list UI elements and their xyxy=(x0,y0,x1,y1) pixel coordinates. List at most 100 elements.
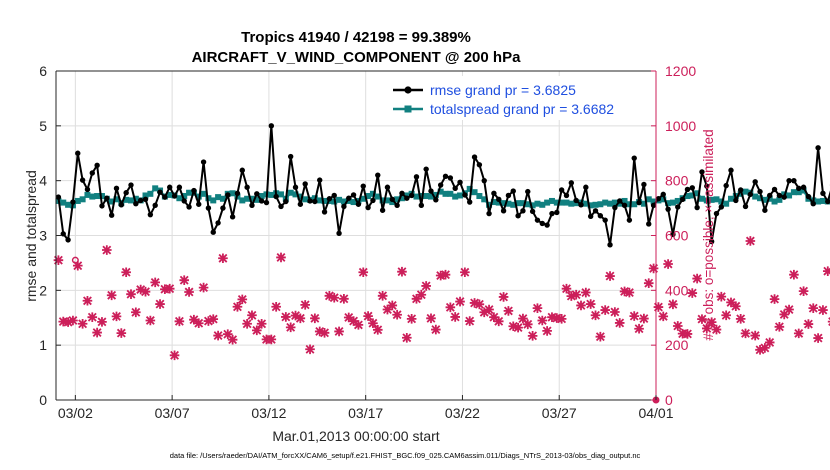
obs-assimilated-marker xyxy=(450,312,460,322)
obs-assimilated-marker xyxy=(672,321,683,331)
obs-assimilated-marker xyxy=(106,290,117,301)
rmse-point xyxy=(737,187,744,193)
rmse-point xyxy=(278,203,284,210)
obs-assimilated-marker xyxy=(455,296,465,307)
obs-assimilated-marker xyxy=(697,314,707,324)
obs-assimilated-marker xyxy=(329,292,340,303)
y-tick-left-label: 2 xyxy=(39,282,47,298)
y-tick-right-label: 1000 xyxy=(665,118,696,134)
y-tick-left-label: 5 xyxy=(39,118,47,134)
obs-assimilated-marker xyxy=(687,288,698,298)
totalspread-point xyxy=(524,201,531,208)
obs-assimilated-marker xyxy=(503,306,514,316)
obs-assimilated-marker xyxy=(479,307,490,318)
totalspread-point xyxy=(432,191,439,198)
totalspread-point xyxy=(544,199,551,206)
rmse-point xyxy=(496,196,502,203)
rmse-point xyxy=(776,192,783,199)
totalspread-point xyxy=(752,193,759,200)
totalspread-point xyxy=(253,196,260,203)
x-tick-label: 03/27 xyxy=(542,405,577,421)
rmse-point xyxy=(573,197,579,204)
totalspread-point xyxy=(815,198,822,205)
totalspread-point xyxy=(200,190,207,197)
rmse-point xyxy=(805,193,812,200)
rmse-point xyxy=(520,208,526,214)
obs-assimilated-marker xyxy=(745,236,756,246)
obs-possible-marker xyxy=(71,256,79,264)
rmse-point xyxy=(655,196,662,202)
rmse-point xyxy=(365,204,371,211)
rmse-point xyxy=(55,194,62,200)
obs-assimilated-marker xyxy=(102,245,112,255)
rmse-point xyxy=(94,162,100,169)
totalspread-point xyxy=(631,201,638,208)
obs-assimilated-marker xyxy=(285,322,296,333)
y-axis-left-label: rmse and totalspread xyxy=(23,170,39,302)
rmse-point xyxy=(205,205,212,211)
obs-assimilated-marker xyxy=(232,301,243,312)
obs-assimilated-marker xyxy=(116,328,127,338)
rmse-point xyxy=(607,242,613,248)
totalspread-point xyxy=(210,197,217,204)
rmse-point xyxy=(176,184,183,190)
totalspread-point xyxy=(248,195,255,202)
obs-assimilated-marker xyxy=(634,323,644,334)
totalspread-point xyxy=(398,195,405,202)
obs-assimilated-marker xyxy=(189,314,199,325)
totalspread-point xyxy=(89,193,96,200)
obs-assimilated-marker xyxy=(174,316,185,327)
rmse-point xyxy=(699,169,705,175)
totalspread-point xyxy=(602,199,609,206)
obs-assimilated-marker xyxy=(740,328,751,339)
totalspread-point xyxy=(316,197,323,204)
rmse-point xyxy=(389,196,395,203)
rmse-point xyxy=(384,184,391,190)
rmse-point xyxy=(525,188,531,195)
obs-assimilated-marker xyxy=(532,303,543,313)
obs-assimilated-marker xyxy=(363,311,373,321)
obs-assimilated-marker xyxy=(387,300,398,311)
obs-assimilated-marker xyxy=(571,289,581,300)
obs-assimilated-marker xyxy=(160,284,170,295)
obs-assimilated-marker xyxy=(784,304,794,315)
x-tick-label: 03/17 xyxy=(348,405,383,421)
obs-assimilated-marker xyxy=(460,267,470,278)
rmse-point xyxy=(229,214,236,220)
totalspread-point xyxy=(529,202,536,209)
totalspread-point xyxy=(369,190,376,197)
obs-assimilated-marker xyxy=(527,331,538,341)
totalspread-point xyxy=(302,196,309,203)
rmse-point xyxy=(302,181,308,187)
totalspread-point xyxy=(268,191,275,198)
totalspread-point xyxy=(229,190,236,197)
rmse-point xyxy=(133,200,139,207)
totalspread-point xyxy=(374,193,381,200)
rmse-point xyxy=(476,162,483,168)
totalspread-point xyxy=(674,197,681,204)
obs-assimilated-marker xyxy=(169,350,180,361)
obs-assimilated-marker xyxy=(682,329,693,339)
totalspread-point xyxy=(650,198,657,205)
y-tick-right-label: 200 xyxy=(665,337,689,353)
totalspread-point xyxy=(611,199,618,206)
rmse-point xyxy=(675,204,681,210)
totalspread-point xyxy=(379,197,386,204)
rmse-point xyxy=(742,203,749,210)
obs-assimilated-marker xyxy=(402,332,412,343)
totalspread-point xyxy=(495,199,502,206)
obs-assimilated-marker xyxy=(406,314,417,324)
totalspread-point xyxy=(795,189,802,196)
rmse-point xyxy=(452,185,458,192)
y-tick-left-label: 3 xyxy=(39,228,47,244)
rmse-point xyxy=(162,194,168,200)
y-tick-right-label: 0 xyxy=(665,392,673,408)
totalspread-point xyxy=(336,196,343,203)
rmse-point xyxy=(331,192,337,199)
totalspread-point xyxy=(79,196,86,203)
obs-assimilated-marker xyxy=(556,314,567,324)
totalspread-point xyxy=(447,190,454,197)
obs-assimilated-marker xyxy=(822,266,830,276)
y-tick-right-label: 1200 xyxy=(665,63,696,79)
totalspread-point xyxy=(394,196,401,203)
